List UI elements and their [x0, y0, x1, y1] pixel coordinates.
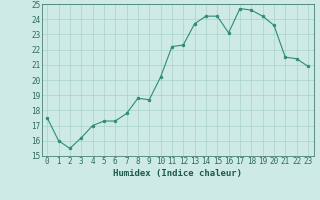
X-axis label: Humidex (Indice chaleur): Humidex (Indice chaleur)	[113, 169, 242, 178]
